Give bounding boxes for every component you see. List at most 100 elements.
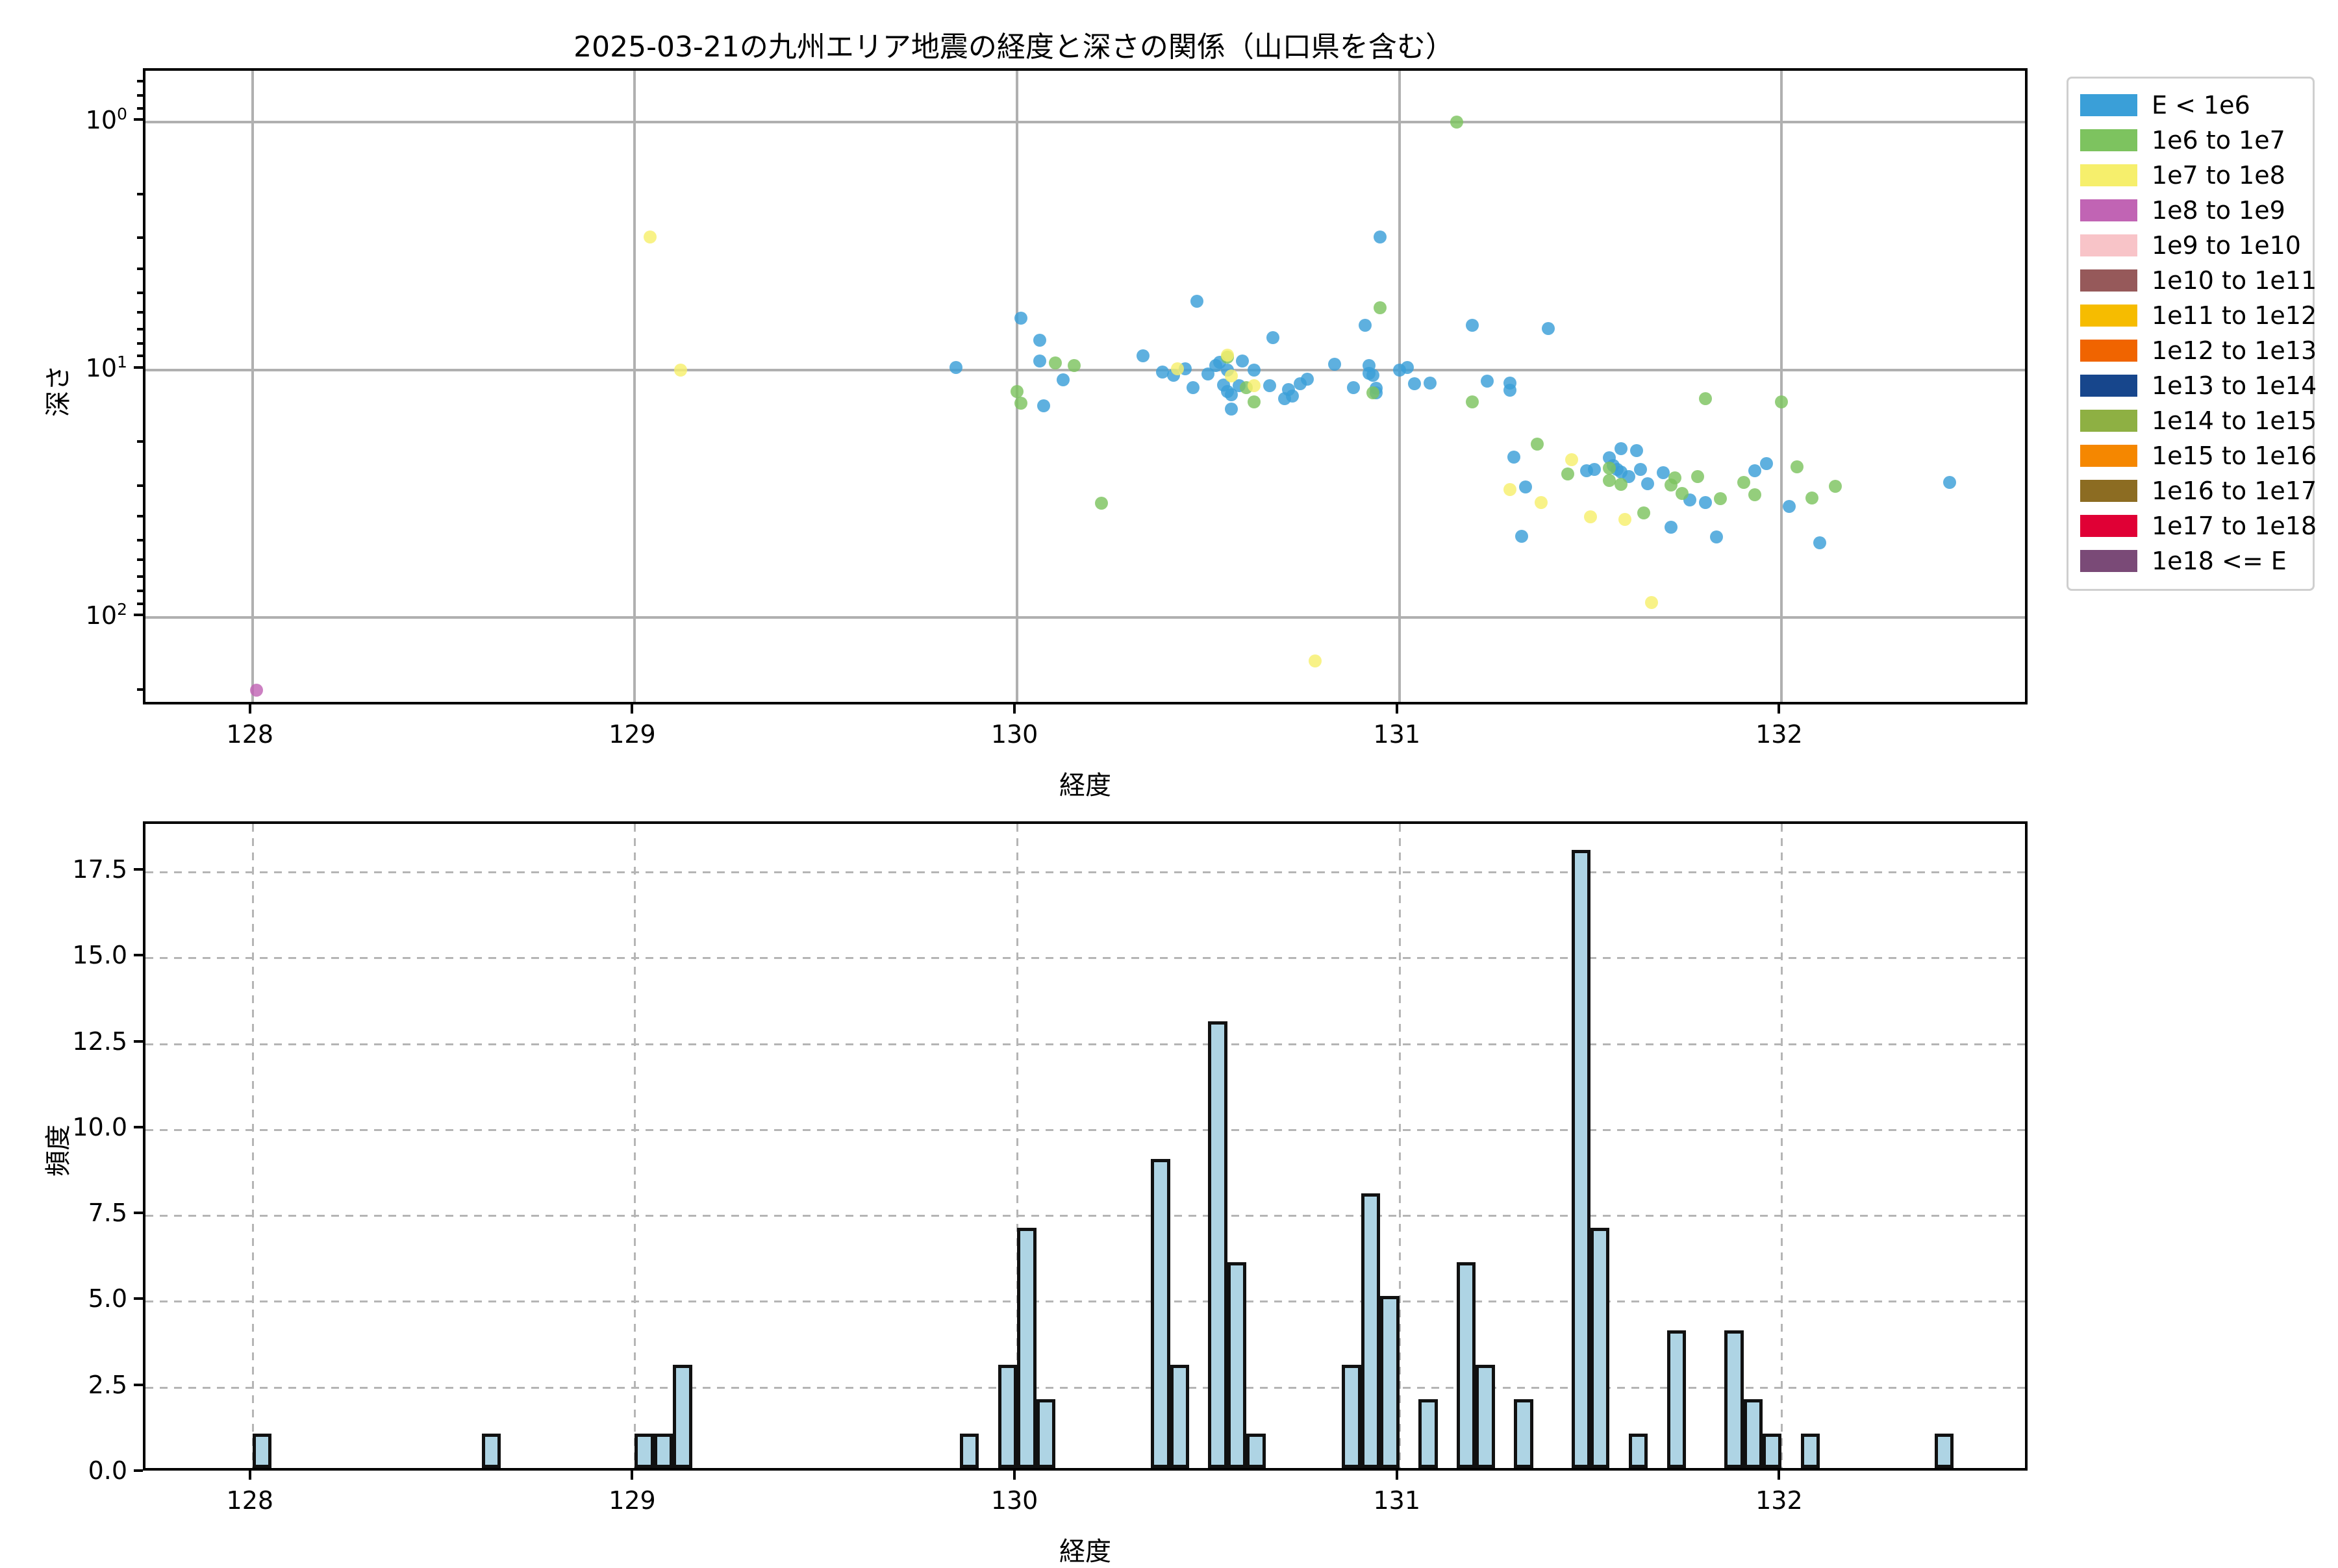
scatter-point [1465, 395, 1479, 409]
scatter-xtick-128 [248, 704, 251, 714]
legend-item-label: 1e18 <= E [2152, 547, 2287, 575]
histogram-bar [1151, 1158, 1170, 1468]
histogram-bar [1246, 1434, 1266, 1468]
legend-item-label: 1e6 to 1e7 [2152, 126, 2285, 155]
legend-item[interactable]: 1e16 to 1e17 [2080, 473, 2317, 508]
legend-item[interactable]: 1e8 to 1e9 [2080, 193, 2301, 228]
legend-item[interactable]: E < 1e6 [2080, 88, 2301, 123]
scatter-ytick-minor [137, 94, 143, 97]
legend-color-swatch-icon [2080, 480, 2137, 502]
hist-gridline-x-128 [251, 824, 254, 1468]
scatter-point [1698, 495, 1712, 509]
scatter-gridline-x-128 [251, 71, 254, 702]
hist-gridline-x-129 [634, 824, 636, 1468]
histogram-bar [1342, 1365, 1361, 1468]
legend-item[interactable]: 1e17 to 1e18 [2080, 508, 2317, 543]
hist-ytick-12.5 [134, 1039, 143, 1043]
hist-ytick-label-17.5: 17.5 [72, 855, 127, 884]
scatter-point [1236, 354, 1250, 367]
hist-gridline-x-130 [1016, 824, 1019, 1468]
scatter-point [1603, 462, 1616, 475]
scatter-ytick-minor [137, 484, 143, 487]
legend-item-label: 1e13 to 1e14 [2152, 371, 2317, 400]
histogram-y-axis-label: 頻度 [44, 1125, 73, 1176]
scatter-point [1248, 379, 1261, 393]
legend-item[interactable]: 1e9 to 1e10 [2080, 228, 2301, 263]
scatter-point [1048, 356, 1062, 370]
legend-item[interactable]: 1e6 to 1e7 [2080, 123, 2301, 158]
scatter-point [1759, 456, 1773, 470]
hist-ytick-2.5 [134, 1383, 143, 1386]
scatter-point [1813, 536, 1827, 549]
legend-item[interactable]: 1e15 to 1e16 [2080, 438, 2317, 473]
legend-item-label: 1e17 to 1e18 [2152, 512, 2317, 540]
scatter-point [1309, 654, 1322, 668]
hist-gridline-y-12.5 [145, 1043, 2025, 1045]
legend-item[interactable]: 1e12 to 1e13 [2080, 333, 2317, 368]
legend-color-swatch-icon [2080, 164, 2137, 186]
scatter-point [1618, 513, 1632, 527]
legend-color-swatch-icon [2080, 269, 2137, 292]
scatter-ytick-minor [137, 193, 143, 195]
histogram-bar [1666, 1330, 1687, 1468]
legend-item-label: 1e11 to 1e12 [2152, 301, 2317, 330]
legend-item[interactable]: 1e10 to 1e11 [2080, 263, 2317, 298]
scatter-x-axis-label: 経度 [1059, 771, 1111, 801]
scatter-xtick-label-128: 128 [226, 720, 274, 749]
legend-item[interactable]: 1e7 to 1e8 [2080, 158, 2301, 193]
scatter-point [1691, 470, 1704, 484]
legend-item[interactable]: 1e18 <= E [2080, 543, 2301, 579]
scatter-point [1033, 354, 1047, 367]
legend-item[interactable]: 1e13 to 1e14 [2080, 368, 2317, 403]
scatter-y-axis-label: 深さ [44, 365, 73, 417]
scatter-ytick-label-100: 102 [85, 600, 127, 630]
scatter-ytick-minor [137, 80, 143, 83]
scatter-point [1068, 358, 1081, 372]
hist-gridline-x-131 [1398, 824, 1401, 1468]
histogram-x-axis-label: 経度 [1059, 1537, 1111, 1567]
scatter-point [1171, 362, 1185, 375]
scatter-ytick-minor [137, 590, 143, 593]
hist-xtick-132 [1778, 1471, 1781, 1480]
scatter-point [1358, 318, 1372, 332]
scatter-point [1137, 349, 1150, 363]
scatter-point [1587, 462, 1601, 476]
scatter-point [1201, 367, 1215, 381]
scatter-plot-area [143, 68, 2028, 704]
hist-ytick-label-7.5: 7.5 [88, 1199, 127, 1228]
scatter-gridline-x-129 [633, 71, 636, 702]
hist-xtick-129 [631, 1471, 634, 1480]
hist-xtick-label-130: 130 [990, 1486, 1038, 1515]
hist-ytick-label-0: 0.0 [88, 1456, 127, 1485]
legend-item[interactable]: 1e14 to 1e15 [2080, 403, 2317, 438]
scatter-xtick-label-130: 130 [990, 720, 1038, 749]
scatter-point [1301, 372, 1314, 386]
scatter-ytick-minor [137, 236, 143, 240]
scatter-point [1664, 520, 1678, 534]
scatter-point [1615, 477, 1628, 491]
legend-item[interactable]: 1e11 to 1e12 [2080, 298, 2317, 333]
scatter-point [644, 230, 657, 243]
scatter-point [1748, 488, 1762, 501]
scatter-ytick-minor [137, 539, 143, 542]
scatter-point [1465, 318, 1479, 332]
legend-color-swatch-icon [2080, 305, 2137, 327]
scatter-point [1033, 334, 1047, 347]
scatter-ytick-minor [137, 575, 143, 578]
histogram-bar [1170, 1365, 1189, 1468]
scatter-point [1220, 348, 1234, 362]
scatter-gridline-x-132 [1780, 71, 1783, 702]
legend-color-swatch-icon [2080, 550, 2137, 572]
scatter-point [1011, 384, 1024, 398]
histogram-bar [1418, 1399, 1438, 1468]
scatter-point [1710, 530, 1724, 543]
scatter-point [1400, 361, 1414, 375]
scatter-point [949, 361, 962, 375]
legend-color-swatch-icon [2080, 94, 2137, 116]
scatter-xtick-130 [1013, 704, 1016, 714]
scatter-point [1423, 376, 1437, 390]
scatter-point [1347, 381, 1361, 395]
scatter-point [1190, 295, 1203, 308]
scatter-point [1366, 368, 1379, 382]
scatter-point [1374, 301, 1387, 314]
